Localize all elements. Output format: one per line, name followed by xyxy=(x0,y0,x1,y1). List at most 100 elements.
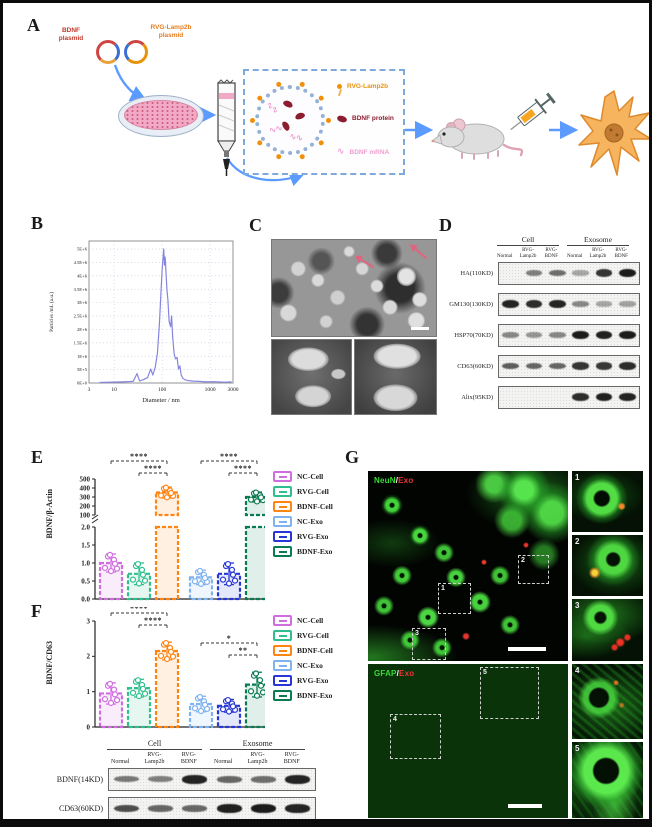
y-tick-label: 0 xyxy=(87,723,91,731)
blot-group-header: Exosome xyxy=(567,235,629,246)
data-point xyxy=(162,639,170,647)
blot-lane-label: RVG- BDNF xyxy=(544,248,558,259)
protein-band xyxy=(113,804,139,812)
protein-band xyxy=(595,392,613,402)
arrow-plasmid-to-dish xyxy=(113,64,148,102)
y-tick-label: 5E+6 xyxy=(77,247,88,252)
blot-lane xyxy=(499,294,522,315)
protein-band xyxy=(572,330,590,340)
bdnf-mrna-icon: ∿ xyxy=(337,147,345,157)
legend-label: BDNF-Exo xyxy=(297,691,333,700)
petri-dish xyxy=(118,95,204,137)
panel-d-label: D xyxy=(439,215,452,235)
y-tick-label: 1.5E+6 xyxy=(74,340,88,345)
data-point xyxy=(191,578,199,585)
legend-label: NC-Exo xyxy=(297,517,323,526)
blot-lane xyxy=(109,769,143,790)
blot-lane-label: RVG- Lamp2b xyxy=(144,752,165,765)
blot-lane xyxy=(212,798,246,819)
y-tick-label: 4E+6 xyxy=(77,273,88,278)
legend-label: NC-Exo xyxy=(297,661,323,670)
bdnf-protein-icon xyxy=(336,114,348,123)
protein-band xyxy=(572,301,590,307)
filter-column-icon xyxy=(217,79,236,176)
x-axis-label: Diameter / nm xyxy=(142,397,180,404)
legend-label: NC-Cell xyxy=(297,616,324,625)
y-tick-label: 2.5E+6 xyxy=(74,314,88,319)
blot-lane xyxy=(499,387,522,408)
y-tick-label: 400 xyxy=(80,484,91,492)
data-point xyxy=(229,703,237,710)
blot-row-label: BDNF(14KD) xyxy=(56,774,103,784)
legend-swatch xyxy=(273,690,292,701)
legend-label: RVG-Cell xyxy=(297,631,329,640)
y-tick-label: 2 xyxy=(87,653,91,661)
blot-row-label: HSP70(70KD) xyxy=(454,331,493,339)
blot-lane-label: Normal xyxy=(213,758,233,765)
exo-legend-item: BDNF protein xyxy=(336,114,394,123)
blot-lane xyxy=(522,325,545,346)
y-tick-label: 2.0 xyxy=(81,523,90,531)
blot-lane xyxy=(546,325,569,346)
x-tick-label: 1000 xyxy=(205,387,216,393)
protein-band xyxy=(548,299,566,309)
rvg-plasmid-label: RVG-Lamp2b plasmid xyxy=(150,24,192,39)
panel-e-label: E xyxy=(31,447,44,467)
y-tick-label: 3E+6 xyxy=(77,300,88,305)
significance-stars: ** xyxy=(239,646,248,655)
data-point xyxy=(113,697,121,704)
legend-label: RVG-Exo xyxy=(297,532,329,541)
protein-band xyxy=(595,330,613,340)
bar xyxy=(98,561,124,601)
y-tick-label: 4.5E+6 xyxy=(74,260,88,265)
inset-5: 5 xyxy=(572,742,643,818)
x-tick-label: 3000 xyxy=(228,387,239,393)
protein-band xyxy=(285,804,311,813)
neun-marker-label: NeuN xyxy=(374,476,396,485)
data-point xyxy=(196,567,204,575)
blot-strip xyxy=(498,261,640,285)
panel-b-label: B xyxy=(31,213,44,233)
data-point xyxy=(247,496,255,503)
data-point xyxy=(101,696,109,703)
data-point xyxy=(129,689,137,697)
blot-lane xyxy=(569,356,592,377)
protein-band xyxy=(618,392,636,402)
bdnf-cd63-blot: Cell Exosome Normal RVG- Lamp2b RVG- BDNF Nor… xyxy=(39,739,316,819)
legend-item: NC-Exo xyxy=(273,516,333,527)
blot-header-row: Cell Exosome xyxy=(39,739,311,750)
data-point xyxy=(134,560,142,568)
data-point xyxy=(225,708,233,715)
protein-band xyxy=(548,332,566,338)
legend-label: RVG-Exo xyxy=(297,676,329,685)
channel-label: GFAP/Exo xyxy=(374,669,415,678)
exosome-marker-blot: Cell Exosome Normal RVG- Lamp2b RVG- BDNF Nor… xyxy=(435,235,640,417)
blot-lane xyxy=(178,798,212,819)
protein-band xyxy=(251,803,276,813)
protein-band xyxy=(285,775,311,784)
blot-lane xyxy=(246,798,280,819)
blot-lane xyxy=(522,263,545,284)
blot-lane xyxy=(246,769,280,790)
blot-strip xyxy=(498,354,640,378)
axis-break-mark xyxy=(91,518,99,524)
data-point xyxy=(167,648,175,655)
y-tick-label: 0.0 xyxy=(81,595,90,603)
data-point xyxy=(135,692,143,700)
blot-lane xyxy=(546,263,569,284)
data-point xyxy=(110,686,118,693)
protein-band xyxy=(502,299,520,309)
blot-lane xyxy=(592,356,615,377)
significance-stars: **** xyxy=(130,607,148,613)
protein-band xyxy=(548,362,566,370)
data-point xyxy=(247,688,255,695)
channel-label: NeuN/Exo xyxy=(374,476,414,485)
data-point xyxy=(259,689,265,696)
data-point xyxy=(107,699,115,707)
protein-band xyxy=(502,362,520,370)
roi-box-4: 4 xyxy=(390,714,441,759)
protein-band xyxy=(113,776,139,783)
data-point xyxy=(101,564,109,571)
data-point xyxy=(225,580,233,587)
